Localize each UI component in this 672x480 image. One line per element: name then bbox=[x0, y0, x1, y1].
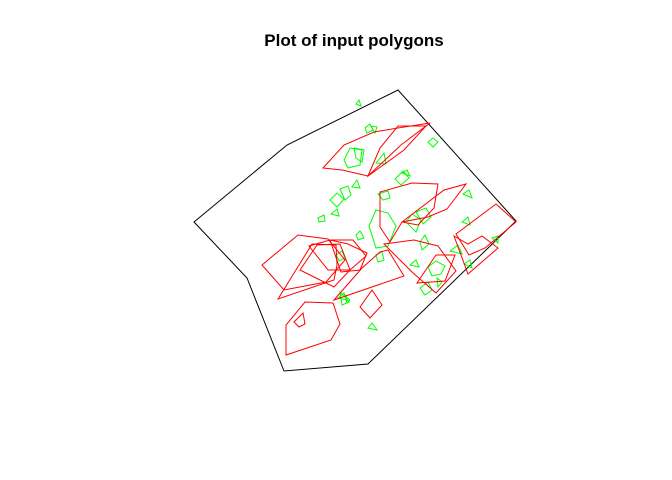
red-polygon-17 bbox=[453, 234, 499, 275]
green-polygon-27 bbox=[448, 244, 463, 255]
red-polygon-15 bbox=[382, 239, 457, 294]
green-polygon-2 bbox=[364, 123, 374, 134]
boundary-polygon-1 bbox=[193, 89, 517, 372]
green-polygon-12 bbox=[339, 185, 352, 201]
green-polygon-14 bbox=[329, 208, 340, 217]
green-polygon-8 bbox=[394, 170, 410, 186]
green-polygon-18 bbox=[368, 209, 397, 249]
green-polygon-5 bbox=[353, 147, 365, 163]
red-polygon-16 bbox=[455, 203, 517, 256]
red-polygon-3 bbox=[379, 182, 439, 243]
red-polygon-9 bbox=[299, 243, 351, 288]
green-polygon-26 bbox=[427, 260, 446, 277]
red-polygon-4 bbox=[401, 183, 468, 223]
red-polygon-13 bbox=[293, 311, 306, 328]
green-polygon-13 bbox=[329, 192, 345, 208]
green-polygon-10 bbox=[377, 190, 391, 201]
green-polygon-22 bbox=[461, 189, 473, 199]
boundary-polygon-group bbox=[193, 89, 517, 372]
green-polygon-15 bbox=[317, 214, 326, 223]
green-polygon-34 bbox=[344, 294, 351, 304]
green-polygon-35 bbox=[367, 322, 379, 331]
red-polygon-1 bbox=[321, 122, 431, 177]
green-polygon-6 bbox=[427, 137, 439, 148]
red-polygon-10 bbox=[332, 249, 405, 302]
red-polygon-12 bbox=[285, 301, 341, 356]
green-polygon-20 bbox=[415, 207, 432, 225]
green-polygon-16 bbox=[355, 230, 365, 241]
green-polygon-1 bbox=[355, 98, 362, 107]
green-polygon-24 bbox=[375, 251, 385, 263]
green-polygon-3 bbox=[370, 125, 378, 135]
green-polygon-group bbox=[317, 98, 499, 331]
plot-title: Plot of input polygons bbox=[264, 31, 444, 50]
red-polygon-5 bbox=[261, 234, 346, 291]
green-polygon-33 bbox=[339, 290, 350, 306]
green-polygon-11 bbox=[351, 178, 361, 189]
green-polygon-25 bbox=[408, 259, 420, 268]
red-polygon-6 bbox=[276, 243, 338, 300]
red-polygon-8 bbox=[329, 239, 368, 273]
green-polygon-28 bbox=[463, 259, 473, 269]
red-polygon-group bbox=[261, 122, 517, 356]
green-polygon-9 bbox=[400, 169, 412, 177]
red-polygon-11 bbox=[359, 289, 383, 319]
red-polygon-14 bbox=[416, 254, 456, 284]
green-polygon-4 bbox=[343, 147, 363, 169]
green-polygon-29 bbox=[490, 235, 499, 245]
green-polygon-31 bbox=[436, 276, 443, 289]
red-polygon-2 bbox=[366, 125, 428, 178]
green-polygon-23 bbox=[461, 216, 471, 226]
